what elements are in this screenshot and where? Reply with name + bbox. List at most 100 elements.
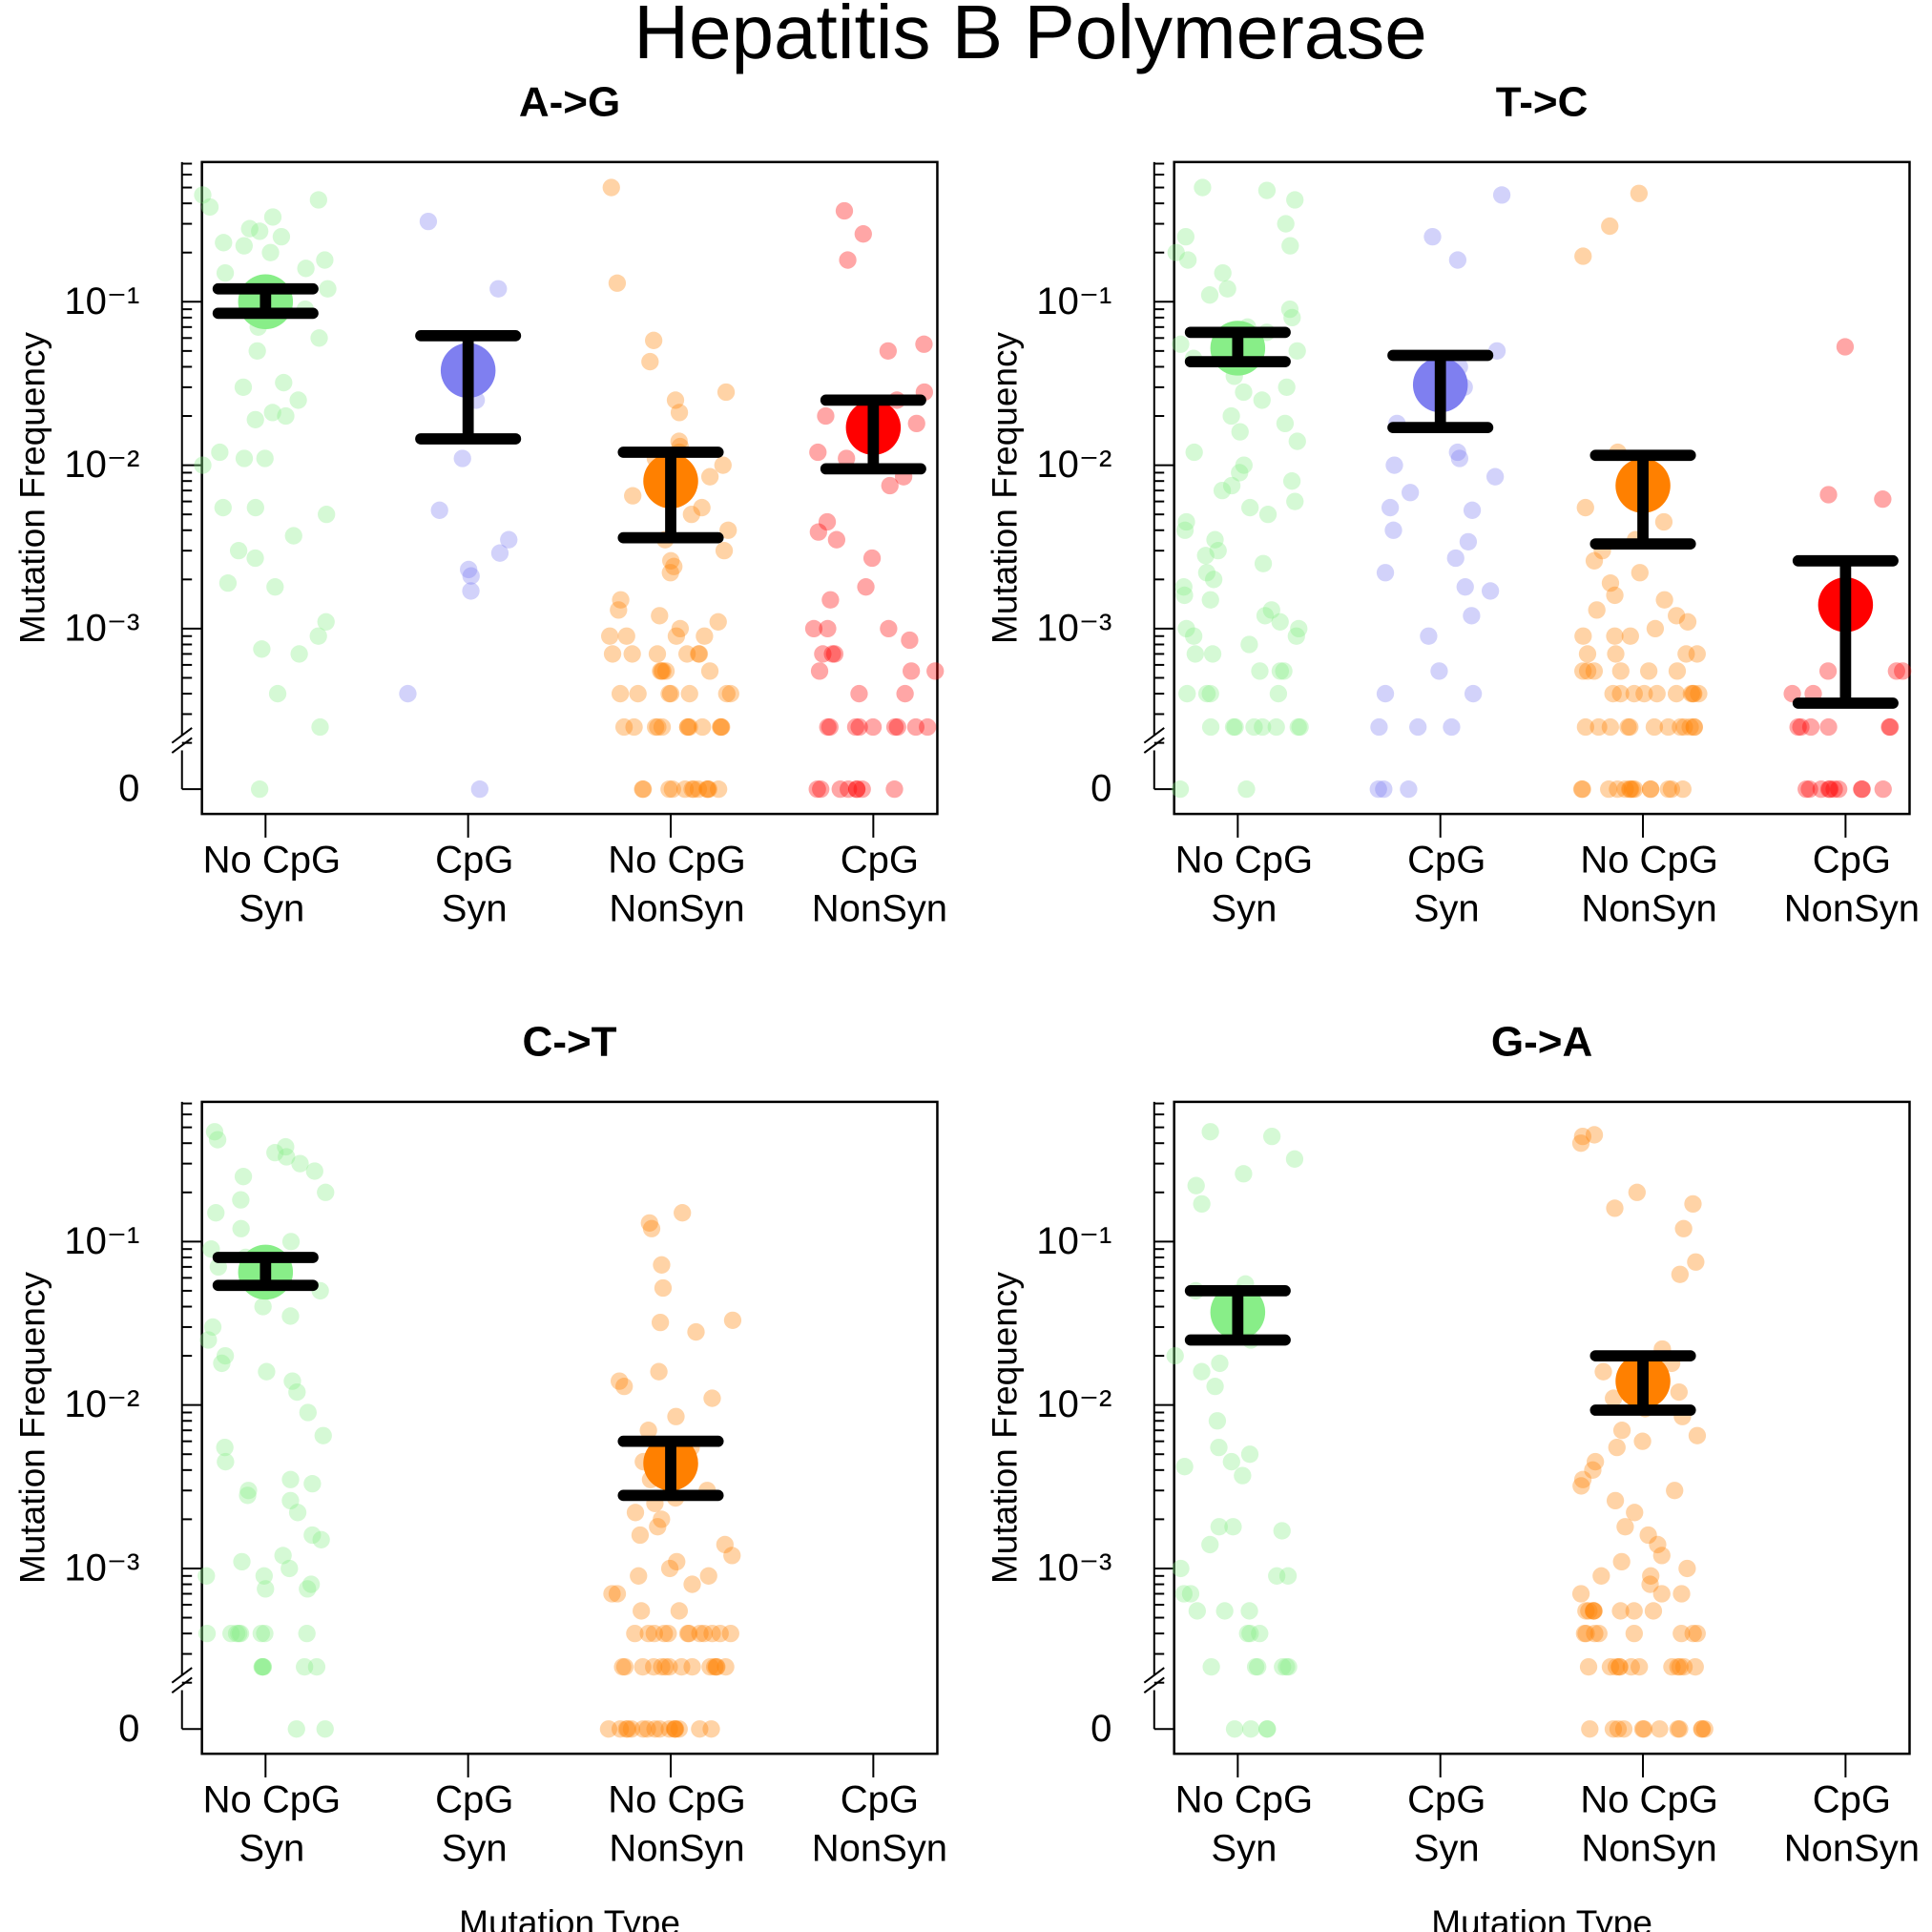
data-point xyxy=(700,467,719,486)
data-point xyxy=(208,1131,227,1149)
data-point xyxy=(1215,1602,1234,1620)
data-point xyxy=(1430,662,1448,680)
data-point xyxy=(1684,1624,1702,1643)
data-point xyxy=(660,1720,678,1738)
data-point xyxy=(1574,627,1592,645)
data-point xyxy=(611,1372,629,1390)
data-point xyxy=(703,1624,721,1643)
data-point xyxy=(1633,1720,1652,1738)
data-point xyxy=(1267,717,1285,737)
data-point xyxy=(644,331,663,349)
data-point xyxy=(266,578,284,596)
data-point xyxy=(1672,717,1690,737)
data-point xyxy=(1601,217,1619,236)
data-point xyxy=(289,391,307,409)
data-point xyxy=(310,329,328,347)
data-point xyxy=(825,645,844,663)
data-point xyxy=(1376,684,1395,703)
data-point xyxy=(1214,263,1232,282)
data-point xyxy=(610,601,628,619)
data-point xyxy=(1222,406,1240,426)
data-point xyxy=(915,335,933,353)
data-point xyxy=(603,1585,621,1603)
data-point xyxy=(1853,780,1871,799)
data-point xyxy=(205,1123,224,1141)
data-point xyxy=(1234,1466,1252,1485)
data-point xyxy=(1420,627,1438,645)
data-point xyxy=(318,506,336,524)
data-point xyxy=(654,1278,673,1298)
data-point xyxy=(1874,780,1892,799)
data-point xyxy=(1671,1720,1689,1738)
data-point xyxy=(1616,780,1634,799)
data-point xyxy=(1240,1602,1258,1620)
x-tick-label: CpG xyxy=(435,840,513,882)
data-point xyxy=(307,1657,326,1676)
plot-frame xyxy=(1173,160,1911,816)
data-point xyxy=(1585,1602,1603,1620)
data-point xyxy=(600,627,619,645)
y-tick-label: 10⁻¹ xyxy=(64,280,139,322)
data-point xyxy=(1671,1265,1689,1283)
data-point xyxy=(667,627,686,645)
data-point xyxy=(1280,300,1299,319)
data-point xyxy=(1187,1176,1205,1195)
data-point xyxy=(1581,1720,1599,1738)
data-point xyxy=(1577,1624,1595,1643)
data-point xyxy=(1652,1585,1671,1603)
y-tick-label: 0 xyxy=(1091,1708,1111,1750)
data-point xyxy=(1684,1195,1702,1214)
data-point xyxy=(707,1657,725,1676)
data-point xyxy=(303,1526,322,1545)
data-point xyxy=(639,1422,657,1440)
data-point xyxy=(691,1624,709,1643)
plot-frame xyxy=(200,1100,939,1755)
data-point xyxy=(1282,472,1301,490)
data-point xyxy=(1175,521,1195,539)
axis-break xyxy=(1143,727,1165,744)
data-point xyxy=(1836,338,1855,356)
data-point xyxy=(1789,717,1807,737)
data-point xyxy=(1271,613,1289,631)
data-point xyxy=(1792,717,1810,737)
y-tick-label: 0 xyxy=(118,1708,139,1750)
data-point xyxy=(261,243,280,261)
data-point xyxy=(709,780,728,799)
data-point xyxy=(1655,591,1673,609)
data-point xyxy=(1670,1382,1688,1402)
data-point xyxy=(1825,780,1843,799)
data-point xyxy=(1674,1657,1693,1676)
data-point xyxy=(1572,1477,1590,1495)
data-point xyxy=(819,717,837,737)
data-point xyxy=(309,627,327,645)
data-point xyxy=(680,717,698,737)
data-point xyxy=(1671,1657,1689,1676)
data-point xyxy=(809,443,827,462)
x-tick-label: Syn xyxy=(1211,888,1277,930)
data-point xyxy=(1210,1438,1228,1457)
data-point xyxy=(670,1602,689,1620)
data-point xyxy=(1574,247,1592,265)
data-point xyxy=(1674,1219,1693,1237)
data-point xyxy=(263,208,282,226)
data-point xyxy=(311,717,329,737)
data-point xyxy=(1181,1585,1200,1603)
axis-break xyxy=(171,737,193,754)
data-point xyxy=(1668,607,1686,625)
data-point xyxy=(1578,662,1597,680)
data-point xyxy=(1606,1491,1625,1510)
data-point xyxy=(305,1162,323,1180)
data-point xyxy=(1167,243,1185,261)
x-tick-label: CpG xyxy=(1407,840,1485,882)
data-point xyxy=(1235,1165,1253,1183)
data-point xyxy=(296,1657,314,1676)
data-point xyxy=(251,222,269,240)
data-point xyxy=(317,613,335,631)
y-tick-label: 10⁻² xyxy=(1036,444,1111,486)
x-tick-label: Syn xyxy=(239,1828,304,1870)
data-point xyxy=(1175,1458,1194,1476)
data-point xyxy=(1246,1657,1265,1676)
data-point xyxy=(281,1307,300,1325)
data-point xyxy=(626,1504,645,1522)
data-point xyxy=(656,662,675,680)
